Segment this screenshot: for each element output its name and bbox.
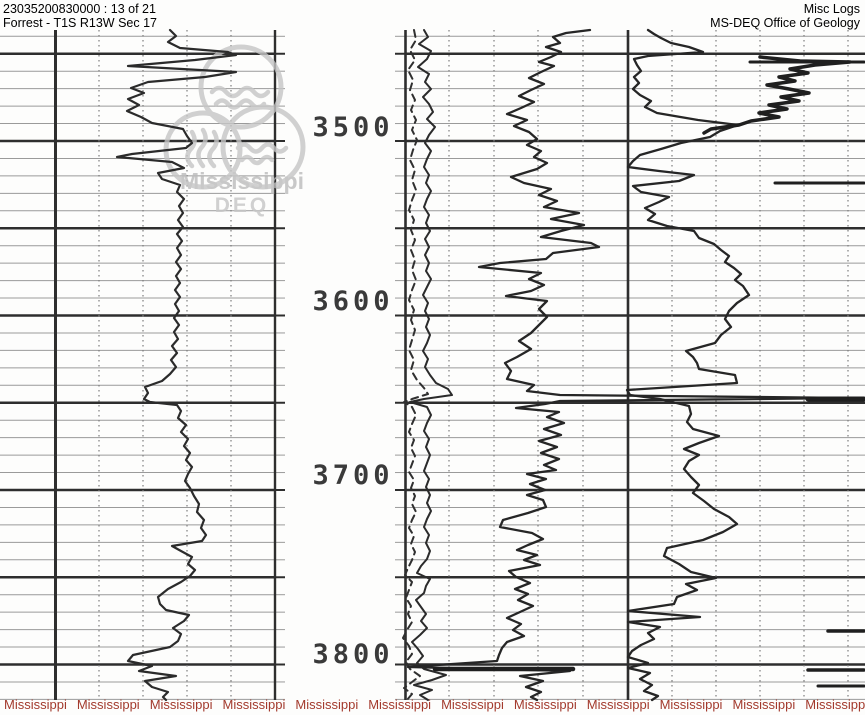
- footer-watermark-text: Mississippi: [805, 697, 865, 712]
- right-dark-curve: [702, 55, 852, 135]
- well-location: Forrest - T1S R13W Sec 17: [3, 16, 157, 30]
- footer-watermark-text: Mississippi: [222, 697, 286, 712]
- watermark-reed: [207, 129, 219, 169]
- footer-watermark-text: Mississippi: [368, 697, 432, 712]
- watermark-circle: [198, 44, 284, 130]
- watermark-wave: [239, 154, 275, 166]
- footer-watermark-text: Mississippi: [659, 697, 723, 712]
- depth-label: 3500: [312, 112, 393, 143]
- middle-main-curve: [406, 28, 854, 702]
- watermark-reed: [185, 129, 197, 169]
- middle-sp-dashed: [402, 29, 429, 701]
- footer-watermark-text: Mississippi: [295, 697, 359, 712]
- footer-watermark-text: Mississippi: [76, 697, 140, 712]
- middle-sp-solid: [409, 29, 453, 701]
- depth-label: 3600: [312, 286, 393, 317]
- footer-watermark-text: Mississippi: [441, 697, 504, 712]
- footer-watermark-text: Mississippi: [586, 697, 650, 712]
- watermark-wave: [209, 85, 271, 99]
- depth-label: 3700: [312, 460, 393, 491]
- footer-watermark-text: Mississippi: [513, 697, 577, 712]
- watermark-text-line1: Mississippi: [180, 168, 304, 194]
- footer-watermark-text: Mississippi: [732, 697, 796, 712]
- left-track-curve: [115, 28, 238, 702]
- header-right: Misc Logs MS-DEQ Office of Geology: [710, 2, 860, 30]
- well-api-number: 23035200830000 : 13 of 21: [3, 2, 156, 16]
- right-main-curve: [625, 28, 751, 702]
- watermark-reed: [196, 127, 208, 169]
- footer-watermark-text: Mississippi: [4, 697, 67, 712]
- log-type-label: Misc Logs: [803, 2, 860, 16]
- watermark-text-line2: DEQ: [215, 194, 270, 217]
- watermark-wave: [213, 98, 267, 110]
- footer-watermark-row: Mississippi Mississippi Mississippi Mississ…: [4, 697, 865, 715]
- depth-label: 3800: [312, 639, 393, 670]
- agency-label: MS-DEQ Office of Geology: [710, 16, 860, 30]
- footer-watermark-text: Mississippi: [149, 697, 213, 712]
- header-left: 23035200830000 : 13 of 21 Forrest - T1S …: [3, 2, 157, 30]
- watermark-wave: [235, 142, 289, 154]
